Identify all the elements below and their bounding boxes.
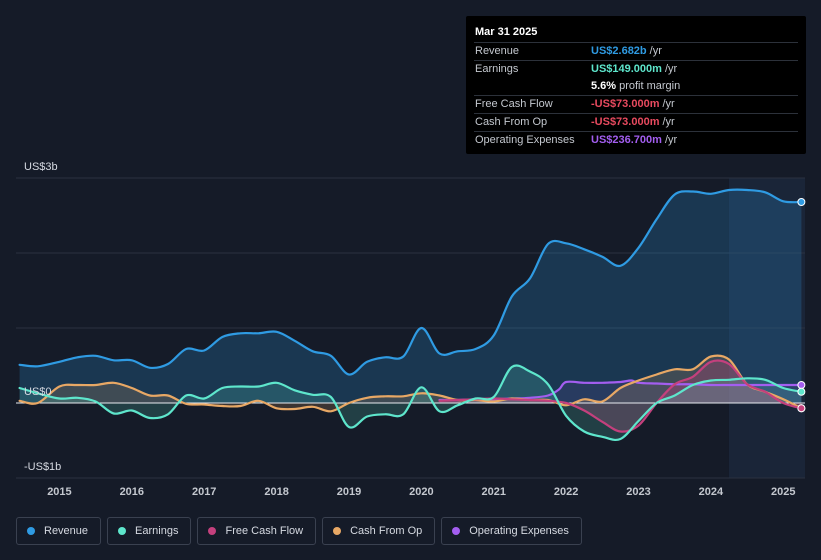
legend-label: Revenue [44,525,89,537]
legend-label: Operating Expenses [469,525,569,537]
tooltip-row-revenue: Revenue US$2.682b /yr [474,42,798,60]
area-earnings [19,365,802,440]
end-marker-earnings [797,387,806,396]
tooltip-value: US$236.700m [591,134,662,146]
tooltip-label: Free Cash Flow [475,98,553,110]
legend-item-earnings[interactable]: Earnings [107,517,192,545]
tooltip-row-margin: 5.6% profit margin [474,78,798,95]
x-tick-label: 2025 [771,486,795,498]
tooltip-unit: profit margin [619,80,681,92]
x-tick-label: 2016 [120,486,144,498]
tooltip-row-cash-from-op: Cash From Op -US$73.000m /yr [474,113,798,131]
x-tick-label: 2015 [47,486,71,498]
tooltip-unit: /yr [664,63,678,75]
x-tick-label: 2018 [264,486,288,498]
x-tick-label: 2024 [699,486,724,498]
tooltip-row-earnings: Earnings US$149.000m /yr [474,60,798,78]
chart-legend: Revenue Earnings Free Cash Flow Cash Fro… [16,517,582,545]
end-marker-fcf [797,404,806,413]
tooltip-value: US$149.000m [591,63,662,75]
tooltip-value: 5.6% [591,80,617,92]
x-tick-label: 2022 [554,486,578,498]
legend-dot-icon [27,527,35,535]
tooltip-label: Revenue [475,45,520,57]
legend-item-operating-expenses[interactable]: Operating Expenses [441,517,582,545]
tooltip-unit: /yr [649,45,662,57]
legend-item-free-cash-flow[interactable]: Free Cash Flow [197,517,317,545]
y-tick-label: -US$1b [24,461,61,473]
tooltip-value: US$2.682b [591,45,647,57]
tooltip-row-free-cash-flow: Free Cash Flow -US$73.000m /yr [474,95,798,113]
legend-label: Cash From Op [350,525,423,537]
y-tick-label: US$3b [24,161,58,173]
x-tick-label: 2023 [626,486,650,498]
tooltip-unit: /yr [664,134,678,146]
tooltip-row-operating-expenses: Operating Expenses US$236.700m /yr [474,131,798,149]
x-tick-label: 2020 [409,486,433,498]
tooltip-label: Cash From Op [475,116,548,128]
line-cfo [18,354,803,413]
legend-dot-icon [118,527,127,535]
area-opex [439,380,802,403]
tooltip-date: Mar 31 2025 [475,26,538,38]
tooltip-unit: /yr [662,116,675,128]
legend-dot-icon [333,527,342,535]
legend-label: Free Cash Flow [225,525,304,537]
legend-dot-icon [452,527,461,535]
legend-item-cash-from-op[interactable]: Cash From Op [322,517,436,545]
data-tooltip: Mar 31 2025 Revenue US$2.682b /yr Earnin… [466,16,806,154]
tooltip-label [474,78,591,95]
tooltip-value: -US$73.000m [591,116,660,128]
line-revenue [18,188,803,376]
chart-svg: US$3b US$0 -US$1b 2015 2016 2017 2018 2019 2020 2… [16,161,806,498]
line-earnings [18,364,803,442]
legend-dot-icon [208,527,217,535]
x-tick-label: 2017 [192,486,216,498]
tooltip-unit: /yr [662,98,675,110]
tooltip-value: -US$73.000m [591,98,660,110]
tooltip-label: Operating Expenses [475,134,575,146]
x-tick-label: 2021 [482,486,506,498]
legend-label: Earnings [135,525,179,537]
legend-item-revenue[interactable]: Revenue [16,517,102,545]
end-marker-revenue [797,198,806,206]
x-tick-label: 2019 [337,486,361,498]
tooltip-label: Earnings [475,63,519,75]
area-fcf [439,360,802,432]
end-marker-opex [797,381,806,389]
y-tick-label: US$0 [24,386,52,398]
area-revenue [19,189,802,403]
